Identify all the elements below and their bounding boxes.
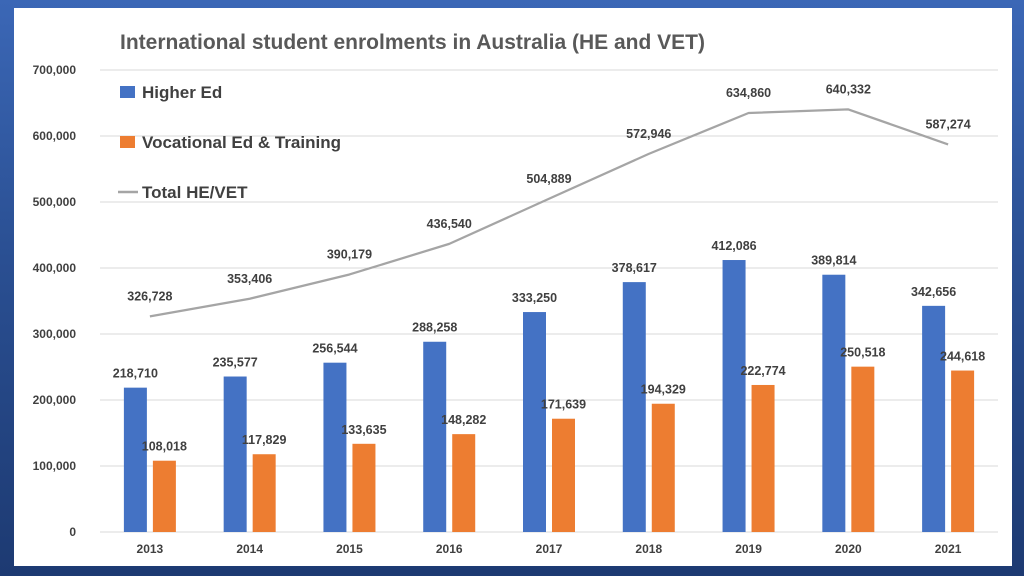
x-tick-label: 2020 [835, 542, 862, 556]
data-label-higher-ed: 218,710 [113, 367, 158, 381]
chart-title: International student enrolments in Aust… [120, 31, 705, 54]
chart-frame: International student enrolments in Aust… [14, 8, 1012, 566]
y-tick-label: 700,000 [33, 63, 77, 77]
bar-vet [352, 443, 376, 532]
data-label-vet: 194,329 [641, 383, 686, 397]
data-label-higher-ed: 235,577 [213, 356, 258, 370]
y-tick-label: 300,000 [33, 327, 77, 341]
data-label-higher-ed: 378,617 [612, 261, 657, 275]
total-line [149, 108, 949, 318]
bars [123, 260, 975, 532]
data-label-vet: 108,018 [142, 440, 187, 454]
bar-higher-ed [523, 312, 546, 532]
bar-higher-ed [722, 260, 746, 532]
data-label-vet: 250,518 [840, 346, 885, 360]
bar-vet [851, 366, 875, 532]
bar-higher-ed [922, 305, 946, 532]
y-tick-label: 500,000 [33, 195, 77, 209]
bar-vet [651, 403, 675, 532]
gridlines [100, 69, 998, 533]
x-tick-label: 2019 [735, 542, 762, 556]
x-tick-label: 2013 [137, 542, 164, 556]
legend-swatch-higher-ed [120, 86, 135, 98]
bar-higher-ed [223, 376, 247, 532]
total-line-group [149, 108, 949, 318]
legend-label-higher-ed: Higher Ed [142, 83, 222, 102]
bar-vet [452, 434, 476, 532]
bar-higher-ed [323, 362, 347, 532]
data-label-total: 436,540 [427, 217, 472, 231]
data-label-vet: 171,639 [541, 398, 586, 412]
bar-higher-ed [622, 282, 646, 532]
data-label-vet: 117,829 [242, 433, 287, 447]
bar-vet [152, 460, 176, 532]
chart: International student enrolments in Aust… [33, 31, 998, 556]
x-tick-label: 2016 [436, 542, 463, 556]
data-labels: 218,710 108,018 235,577 117,829 256,544 133,6… [113, 82, 985, 453]
data-label-higher-ed: 288,258 [412, 321, 457, 335]
x-tick-label: 2017 [536, 542, 563, 556]
bar-vet [552, 418, 575, 532]
legend-label-vet: Vocational Ed & Training [142, 133, 341, 152]
bar-vet [951, 370, 975, 532]
y-tick-label: 600,000 [33, 129, 77, 143]
data-label-vet: 244,618 [940, 350, 985, 364]
data-label-total: 326,728 [127, 289, 172, 303]
bar-higher-ed [822, 274, 846, 532]
data-label-total: 390,179 [327, 247, 372, 261]
data-label-total: 587,274 [926, 117, 971, 131]
y-tick-label: 200,000 [33, 393, 77, 407]
y-tick-label: 0 [69, 525, 76, 539]
data-label-vet: 222,774 [740, 364, 785, 378]
bar-higher-ed [423, 341, 447, 532]
data-label-vet: 148,282 [441, 413, 486, 427]
data-label-higher-ed: 256,544 [312, 342, 357, 356]
data-label-higher-ed: 333,250 [512, 291, 557, 305]
axes: 0 100,000 200,000 300,000 400,000 500,000 600,… [33, 63, 962, 556]
x-tick-label: 2015 [336, 542, 363, 556]
data-label-vet: 133,635 [341, 423, 386, 437]
data-label-total: 640,332 [826, 82, 871, 96]
legend-label-total: Total HE/VET [142, 183, 248, 202]
data-label-total: 634,860 [726, 86, 771, 100]
data-label-total: 504,889 [526, 172, 571, 186]
y-tick-label: 100,000 [33, 459, 77, 473]
data-label-total: 353,406 [227, 272, 272, 286]
x-tick-label: 2021 [935, 542, 962, 556]
y-tick-label: 400,000 [33, 261, 77, 275]
bar-vet [751, 384, 775, 532]
data-label-total: 572,946 [626, 127, 671, 141]
data-label-higher-ed: 412,086 [711, 239, 756, 253]
bar-higher-ed [123, 387, 147, 532]
data-label-higher-ed: 389,814 [811, 254, 856, 268]
legend: Higher Ed Vocational Ed & Training Total H… [118, 83, 341, 202]
x-tick-label: 2018 [635, 542, 662, 556]
bar-vet [252, 454, 276, 532]
data-label-higher-ed: 342,656 [911, 285, 956, 299]
legend-swatch-vet [120, 136, 135, 148]
x-tick-label: 2014 [236, 542, 263, 556]
